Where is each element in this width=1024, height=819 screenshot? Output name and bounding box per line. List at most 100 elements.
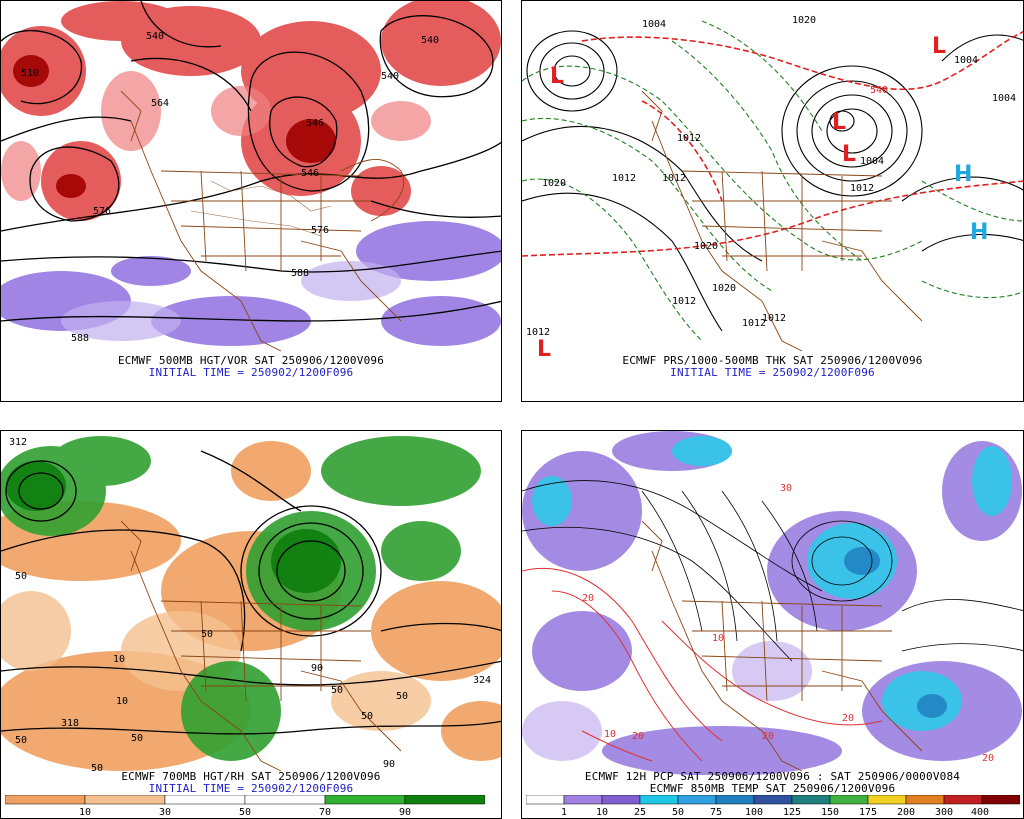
colorbar-label: 175 — [858, 807, 878, 818]
contour-label: 1012 — [762, 313, 786, 324]
colorbar-label: 10 — [595, 807, 609, 818]
colorbar-label: 10 — [78, 807, 92, 818]
contour-label: 1004 — [642, 19, 666, 30]
contour-label: 1020 — [694, 241, 718, 252]
caption-line2: INITIAL TIME = 250902/1200F096 — [670, 366, 875, 379]
colorbar-label: 70 — [318, 807, 332, 818]
colorbar-swatch — [867, 795, 907, 805]
contour-label: 1004 — [860, 156, 884, 167]
colorbar-swatch — [601, 795, 641, 805]
contour-label: 1012 — [612, 173, 636, 184]
contour-label: 576 — [311, 225, 329, 236]
caption-line1: ECMWF 12H PCP SAT 250906/1200V096 : SAT … — [584, 770, 961, 783]
colorbar-swatch — [324, 795, 406, 805]
colorbar-precip — [526, 795, 1020, 805]
colorbar-swatch — [905, 795, 945, 805]
colorbar-swatch — [981, 795, 1020, 805]
caption-line2: ECMWF 850MB TEMP SAT 250906/1200V096 — [649, 782, 896, 795]
map-500mb-vorticity: 540 546 510 540 564 576 576 588 588 546 … — [1, 1, 501, 357]
contour-label: 50 — [396, 691, 408, 702]
colorbar-swatch — [526, 795, 565, 805]
colorbar-swatch — [753, 795, 793, 805]
low-pressure-symbol: L — [932, 34, 946, 59]
contour-label: 540 — [146, 31, 164, 42]
caption-line1: ECMWF 700MB HGT/RH SAT 250906/1200V096 — [121, 770, 381, 783]
contour-label: 20 — [982, 753, 994, 764]
panel-700mb-hgt-rh: 312 50 10 318 50 50 90 50 50 324 50 10 5… — [0, 430, 502, 819]
colorbar-swatch — [84, 795, 166, 805]
colorbar-label: 90 — [398, 807, 412, 818]
contour-label: 1004 — [954, 55, 978, 66]
colorbar-swatch — [791, 795, 831, 805]
contour-label: 1012 — [742, 318, 766, 329]
contour-label: 50 — [131, 733, 143, 744]
colorbar-swatch — [164, 795, 246, 805]
contour-label: 588 — [291, 268, 309, 279]
colorbar-swatch — [829, 795, 869, 805]
contour-label: 50 — [201, 629, 213, 640]
contour-label: 1020 — [542, 178, 566, 189]
map-700mb-humidity: 312 50 10 318 50 50 90 50 50 324 50 10 5… — [1, 431, 501, 775]
high-pressure-symbol: H — [954, 162, 972, 187]
contour-label: 50 — [91, 763, 103, 774]
contour-label: 90 — [311, 663, 323, 674]
contour-label: 564 — [151, 98, 169, 109]
contour-label: 10 — [116, 696, 128, 707]
colorbar-label: 150 — [820, 807, 840, 818]
contour-label: 1012 — [677, 133, 701, 144]
contour-label: 540 — [381, 71, 399, 82]
contour-label: 50 — [331, 685, 343, 696]
colorbar-swatch — [404, 795, 485, 805]
low-pressure-symbol: L — [842, 142, 856, 167]
contour-label: 50 — [361, 711, 373, 722]
contour-label: 588 — [71, 333, 89, 344]
caption-line2: INITIAL TIME = 250902/1200F096 — [148, 366, 354, 379]
contour-label: 1004 — [992, 93, 1016, 104]
colorbar-swatch — [244, 795, 326, 805]
contour-label: 540 — [421, 35, 439, 46]
panel-12h-precip-850mb-temp: 10 20 20 30 20 10 20 20 ECMWF 12H PCP SA… — [521, 430, 1024, 819]
contour-label: 546 — [306, 118, 324, 129]
low-pressure-symbol: L — [550, 64, 564, 89]
colorbar-label: 50 — [671, 807, 685, 818]
contour-label: 10 — [113, 654, 125, 665]
colorbar-swatch — [563, 795, 603, 805]
map-precip-temperature: 10 20 20 30 20 10 20 20 — [522, 431, 1023, 775]
contour-label: 546 — [301, 168, 319, 179]
contour-label: 1012 — [850, 183, 874, 194]
colorbar-label: 50 — [238, 807, 252, 818]
contour-label: 540 — [870, 85, 888, 96]
contour-label: 324 — [473, 675, 491, 686]
low-pressure-symbol: L — [537, 337, 551, 357]
contour-label: 10 — [712, 633, 724, 644]
contour-label: 10 — [604, 729, 616, 740]
contour-label: 312 — [9, 437, 27, 448]
panel-500mb-hgt-vor: 540 546 510 540 564 576 576 588 588 546 … — [0, 0, 502, 402]
colorbar-label: 30 — [158, 807, 172, 818]
caption-line1: ECMWF 500MB HGT/VOR SAT 250906/1200V096 — [117, 354, 385, 367]
panel-prs-thickness: 1004 1020 1004 1020 1012 1012 1020 1004 … — [521, 0, 1024, 402]
contour-label: 50 — [15, 735, 27, 746]
colorbar-label: 400 — [970, 807, 990, 818]
colorbar-swatch — [943, 795, 983, 805]
colorbar-label: 25 — [633, 807, 647, 818]
colorbar-label: 100 — [744, 807, 764, 818]
colorbar-label: 1 — [560, 807, 568, 818]
contour-label: 20 — [582, 593, 594, 604]
caption-line2: INITIAL TIME = 250902/1200F096 — [148, 782, 354, 795]
colorbar-swatch — [715, 795, 755, 805]
map-surface-pressure: 1004 1020 1004 1020 1012 1012 1020 1004 … — [522, 1, 1023, 357]
low-pressure-symbol: L — [832, 110, 846, 135]
contour-label: 20 — [632, 731, 644, 742]
colorbar-rh — [5, 795, 485, 805]
contour-label: 510 — [21, 68, 39, 79]
colorbar-swatch — [677, 795, 717, 805]
colorbar-swatch — [639, 795, 679, 805]
contour-label: 1020 — [792, 15, 816, 26]
colorbar-swatch — [5, 795, 86, 805]
caption-line1: ECMWF PRS/1000-500MB THK SAT 250906/1200… — [622, 354, 923, 367]
colorbar-label: 300 — [934, 807, 954, 818]
colorbar-label: 75 — [709, 807, 723, 818]
contour-label: 1020 — [712, 283, 736, 294]
high-pressure-symbol: H — [970, 220, 988, 245]
